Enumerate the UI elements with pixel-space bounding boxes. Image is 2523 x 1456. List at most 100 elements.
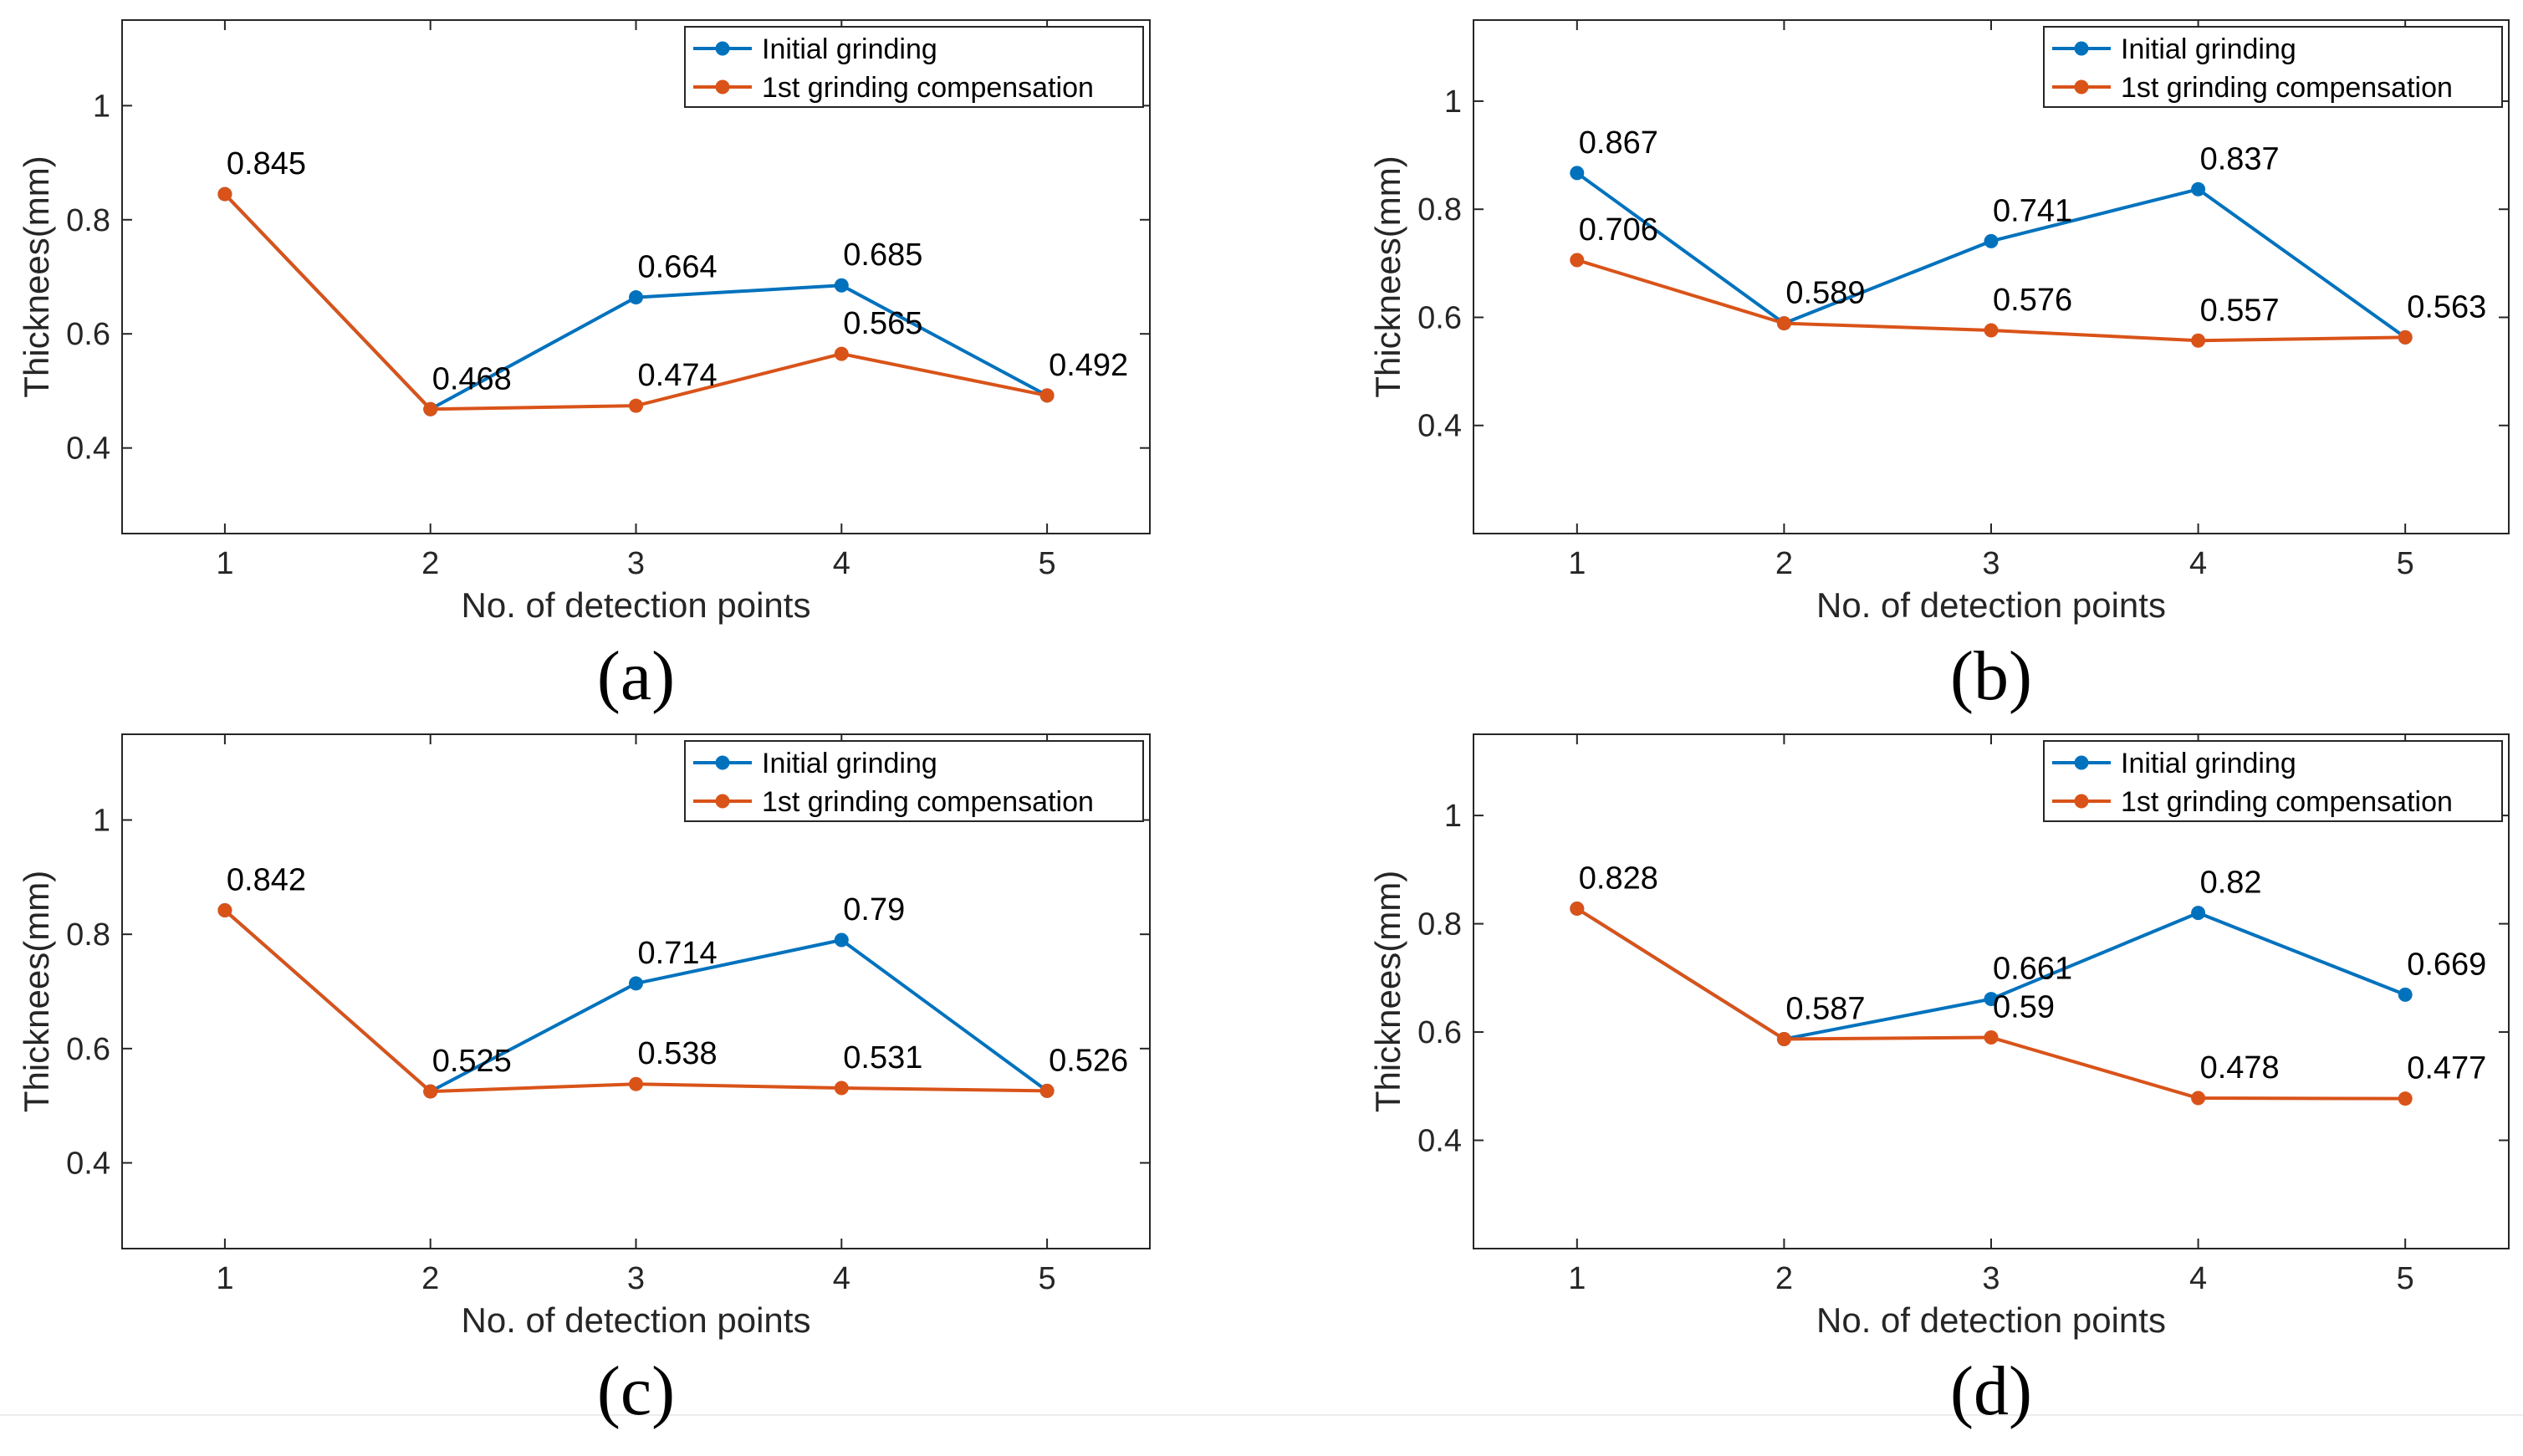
data-label: 0.837: [2200, 141, 2280, 176]
x-axis-label: No. of detection points: [1816, 585, 2166, 625]
y-tick-label: 0.6: [66, 1032, 110, 1067]
data-point: [834, 346, 849, 361]
data-point: [217, 902, 232, 917]
data-label: 0.714: [638, 936, 718, 971]
x-tick-label: 4: [833, 1261, 850, 1296]
data-point: [423, 1084, 438, 1099]
x-tick-label: 3: [1982, 1261, 2000, 1296]
data-point: [629, 976, 643, 991]
data-label: 0.538: [638, 1036, 718, 1071]
data-label: 0.576: [1993, 283, 2072, 318]
legend-box: [2043, 26, 2503, 108]
data-point: [1039, 388, 1055, 403]
data-point: [1570, 166, 1585, 181]
data-label: 0.685: [843, 238, 922, 273]
x-axis-label: No. of detection points: [462, 1300, 811, 1340]
y-axis-label: Thicknees(mm): [17, 156, 56, 397]
y-tick-label: 0.4: [66, 432, 110, 467]
y-tick-label: 0.8: [1417, 907, 1462, 943]
data-label: 0.741: [1993, 193, 2072, 228]
x-tick-label: 2: [1775, 1261, 1793, 1296]
x-tick-label: 4: [2189, 1261, 2207, 1296]
data-point: [423, 401, 438, 416]
x-tick-label: 2: [421, 1261, 439, 1296]
data-label: 0.845: [227, 146, 306, 181]
x-tick-label: 4: [2189, 546, 2207, 581]
x-tick-label: 3: [1982, 546, 2000, 581]
legend-swatch-marker: [2074, 79, 2089, 95]
y-tick-label: 0.4: [1417, 1124, 1462, 1159]
x-tick-label: 4: [833, 546, 850, 581]
y-tick-label: 0.8: [66, 203, 110, 238]
data-point: [834, 932, 849, 948]
y-tick-label: 0.4: [66, 1147, 110, 1182]
panel-caption: (c): [597, 1352, 675, 1430]
data-point: [2191, 181, 2206, 197]
data-label: 0.59: [1993, 990, 2055, 1025]
legend: Initial grinding 1st grinding compensatio…: [2043, 26, 2503, 108]
x-tick-label: 2: [1775, 546, 1793, 581]
data-point: [1984, 992, 1999, 1007]
data-label: 0.82: [2200, 866, 2262, 901]
data-point: [217, 186, 232, 202]
legend: Initial grinding 1st grinding compensatio…: [684, 26, 1144, 108]
panel-caption: (a): [597, 637, 675, 715]
data-label: 0.587: [1785, 991, 1865, 1026]
data-point: [629, 1076, 643, 1091]
legend-swatch-marker: [2074, 41, 2089, 56]
legend: Initial grinding 1st grinding compensatio…: [2043, 740, 2503, 822]
y-tick-label: 1: [93, 89, 110, 124]
x-tick-label: 1: [216, 1261, 233, 1296]
x-axis-label: No. of detection points: [462, 585, 811, 625]
data-point: [1776, 316, 1791, 331]
data-label: 0.661: [1993, 952, 2072, 987]
y-tick-label: 0.6: [1417, 300, 1462, 335]
y-tick-label: 0.4: [1417, 409, 1462, 444]
data-point: [2398, 1091, 2413, 1106]
y-tick-label: 1: [93, 804, 110, 839]
x-tick-label: 3: [627, 1261, 645, 1296]
data-point: [629, 290, 643, 305]
legend-box: [2043, 740, 2503, 822]
panel-caption: (b): [1950, 637, 2032, 715]
legend-swatch-marker: [715, 41, 730, 56]
data-point: [2191, 333, 2206, 348]
chart-panel-b: 1 2 3 4 5 0.4 0.6 0.8 1 No. of detection points Th…: [1368, 19, 2510, 715]
data-point: [1776, 1031, 1791, 1046]
y-tick-label: 0.8: [66, 917, 110, 953]
y-tick-label: 1: [1444, 84, 1462, 120]
data-label: 0.842: [227, 862, 306, 897]
data-point: [629, 398, 643, 413]
x-tick-label: 1: [1568, 1261, 1586, 1296]
y-tick-label: 0.6: [66, 317, 110, 352]
x-axis-label: No. of detection points: [1816, 1300, 2166, 1340]
x-tick-label: 1: [216, 546, 233, 581]
data-point: [834, 278, 849, 293]
panel-caption: (d): [1950, 1352, 2032, 1430]
data-label: 0.474: [638, 358, 718, 393]
y-axis-label: Thicknees(mm): [1368, 871, 1407, 1112]
x-tick-label: 2: [421, 546, 439, 581]
x-tick-label: 3: [627, 546, 645, 581]
x-tick-label: 5: [1039, 1261, 1056, 1296]
legend-entry-label: Initial grinding: [762, 748, 937, 779]
chart-panel-a: 1 2 3 4 5 0.4 0.6 0.8 1 No. of detection points Th…: [17, 19, 1151, 715]
data-point: [1570, 253, 1585, 268]
data-point: [1984, 233, 1999, 248]
legend-entry-label: 1st grinding compensation: [762, 72, 1094, 104]
legend-swatch-marker: [715, 755, 730, 770]
data-label: 0.531: [843, 1040, 922, 1075]
data-point: [1984, 1030, 1999, 1045]
legend-swatch-marker: [715, 79, 730, 95]
legend: Initial grinding 1st grinding compensatio…: [684, 740, 1144, 822]
data-point: [2398, 330, 2413, 345]
data-label: 0.526: [1049, 1043, 1128, 1078]
data-label: 0.563: [2407, 289, 2486, 324]
legend-entry-label: 1st grinding compensation: [2121, 786, 2453, 818]
x-tick-label: 5: [2397, 1261, 2414, 1296]
chart-panel-c: 1 2 3 4 5 0.4 0.6 0.8 1 No. of detection points Th…: [17, 733, 1151, 1430]
data-label: 0.477: [2407, 1051, 2486, 1086]
data-label: 0.589: [1785, 276, 1865, 311]
data-label: 0.565: [843, 306, 922, 341]
